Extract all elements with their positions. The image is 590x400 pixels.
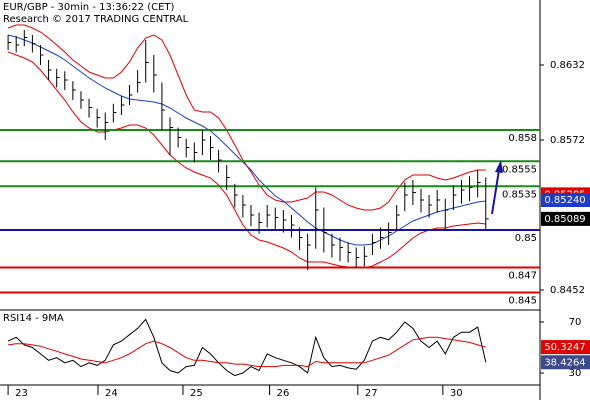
y-tick-label: 0.8452 xyxy=(550,285,585,296)
value-box-label: 0.85089 xyxy=(544,214,585,225)
level-label: 0.847 xyxy=(508,271,537,282)
level-label: 0.8555 xyxy=(502,164,537,175)
level-label: 0.8535 xyxy=(502,189,537,200)
value-box xyxy=(541,355,590,370)
chart-subtitle: Research © 2017 TRADING CENTRAL xyxy=(3,14,189,25)
level-label: 0.85 xyxy=(515,233,537,244)
trend-arrow-head xyxy=(495,160,503,173)
value-box xyxy=(541,340,590,355)
y-tick-label: 0.8632 xyxy=(550,60,585,71)
rsi-line xyxy=(8,336,486,368)
y-tick-label: 30 xyxy=(569,368,582,379)
overlay-line xyxy=(7,51,486,269)
x-tick-label: 26 xyxy=(277,388,290,399)
plot-layer: 0.86320.85720.84520.8580.85550.85350.850… xyxy=(0,24,590,399)
x-tick-label: 24 xyxy=(105,388,118,399)
value-box-label: 50.3247 xyxy=(544,342,585,353)
value-box-label: 0.85240 xyxy=(544,195,585,206)
rsi-title: RSI14 - 9MA xyxy=(3,313,64,324)
x-tick-label: 30 xyxy=(450,388,463,399)
value-box-label: 38.4264 xyxy=(544,357,585,368)
level-label: 0.845 xyxy=(508,296,537,307)
x-tick-label: 23 xyxy=(15,388,28,399)
trend-arrow xyxy=(491,169,500,215)
value-box xyxy=(541,211,590,226)
overlay-line xyxy=(7,34,486,246)
level-label: 0.858 xyxy=(508,133,537,144)
x-tick-label: 27 xyxy=(365,388,378,399)
y-tick-label: 0.8572 xyxy=(550,135,585,146)
chart-title: EUR/GBP - 30min - 13:36:22 (CET) xyxy=(3,2,175,13)
overlay-line xyxy=(7,24,486,211)
y-tick-label: 70 xyxy=(569,317,582,328)
x-tick-label: 25 xyxy=(190,388,203,399)
value-box xyxy=(541,193,590,207)
rsi-line xyxy=(7,318,487,377)
